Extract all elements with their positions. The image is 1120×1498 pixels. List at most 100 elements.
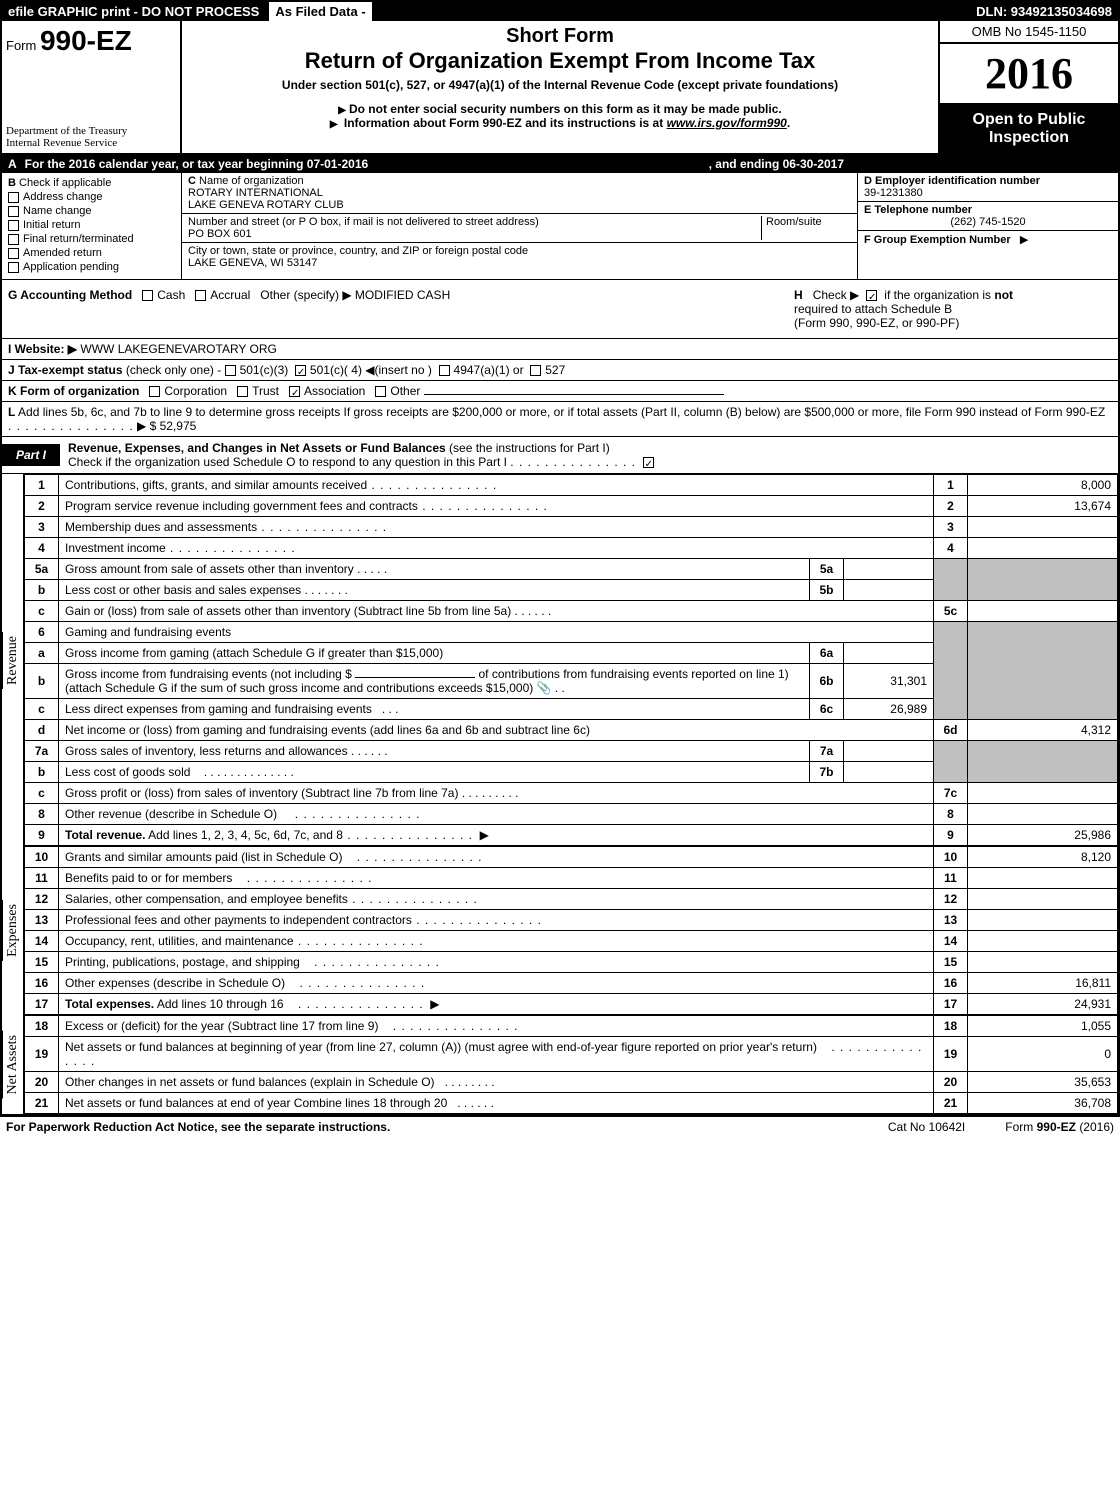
vlabel-expenses-cell: Expenses — [2, 846, 24, 1015]
addr-value: PO BOX 601 — [188, 228, 252, 240]
l5a-subnum: 5a — [810, 559, 844, 580]
cb-part-i-schedule-o[interactable] — [643, 457, 654, 468]
ein-value: 39-1231380 — [864, 187, 923, 199]
l16-col: 16 — [934, 973, 968, 994]
l20-val: 35,653 — [968, 1072, 1118, 1093]
cb-4947[interactable] — [439, 365, 450, 376]
dln-label: DLN: 93492135034698 — [970, 2, 1118, 21]
l2-col: 2 — [934, 496, 968, 517]
l12-val — [968, 889, 1118, 910]
l19-text: Net assets or fund balances at beginning… — [65, 1040, 817, 1054]
l9-bold: Total revenue. — [65, 828, 145, 842]
cb-final-return[interactable]: Final return/terminated — [8, 233, 175, 245]
l20-col: 20 — [934, 1072, 968, 1093]
l6c-desc: Less direct expenses from gaming and fun… — [59, 699, 810, 720]
l8-col: 8 — [934, 804, 968, 825]
l6b-subval: 31,301 — [844, 664, 934, 699]
dots-icon — [294, 934, 424, 948]
as-filed-label: As Filed Data - — [269, 2, 371, 21]
h-check-label: Check ▶ — [813, 288, 860, 302]
cb-application-pending[interactable]: Application pending — [8, 261, 175, 273]
l17-col: 17 — [934, 994, 968, 1015]
cb-assoc[interactable] — [289, 386, 300, 397]
line-3: 3Membership dues and assessments3 — [25, 517, 1118, 538]
form-number: Form 990-EZ — [6, 25, 176, 57]
net-assets-section: Net Assets 18Excess or (deficit) for the… — [2, 1015, 1118, 1114]
dots-icon — [343, 828, 473, 842]
l14-val — [968, 931, 1118, 952]
row-g: G Accounting Method Cash Accrual Other (… — [2, 280, 788, 338]
other-label: Other (specify) ▶ — [260, 288, 351, 302]
k-other-line — [424, 394, 724, 395]
cb-accrual[interactable] — [195, 290, 206, 301]
row-a-ending: , and ending 06-30-2017 — [709, 157, 844, 171]
l5a-subval — [844, 559, 934, 580]
line-6: 6Gaming and fundraising events — [25, 622, 1118, 643]
l6b-text1: Gross income from fundraising events (no… — [65, 667, 352, 681]
line-5c: cGain or (loss) from sale of assets othe… — [25, 601, 1118, 622]
row-a-letter: A — [8, 157, 17, 171]
j-4947: 4947(a)(1) or — [454, 363, 524, 377]
cb-trust[interactable] — [237, 386, 248, 397]
col-b: B Check if applicable Address change Nam… — [2, 173, 182, 279]
l7c-val — [968, 783, 1118, 804]
org-name-1: ROTARY INTERNATIONAL — [188, 187, 323, 199]
l3-val — [968, 517, 1118, 538]
h-text1: if the organization is — [884, 288, 991, 302]
top-bar: efile GRAPHIC print - DO NOT PROCESS As … — [2, 2, 1118, 21]
l7a-num: 7a — [25, 741, 59, 762]
header-right: OMB No 1545-1150 2016 Open to Public Ins… — [938, 21, 1118, 153]
line-17: 17Total expenses. Add lines 10 through 1… — [25, 994, 1118, 1015]
col-c-city: City or town, state or province, country… — [182, 243, 857, 271]
line-14: 14Occupancy, rent, utilities, and mainte… — [25, 931, 1118, 952]
l16-desc: Other expenses (describe in Schedule O) — [59, 973, 934, 994]
line-13: 13Professional fees and other payments t… — [25, 910, 1118, 931]
l9-val: 25,986 — [968, 825, 1118, 846]
l9-desc: Total revenue. Add lines 1, 2, 3, 4, 5c,… — [59, 825, 934, 846]
l5ab-greycol — [934, 559, 968, 601]
org-name-2: LAKE GENEVA ROTARY CLUB — [188, 199, 344, 211]
col-f-label: F Group Exemption Number — [864, 234, 1011, 246]
l5c-desc: Gain or (loss) from sale of assets other… — [59, 601, 934, 622]
cb-501c3[interactable] — [225, 365, 236, 376]
l5ab-greyval — [968, 559, 1118, 601]
cb-h-check[interactable] — [866, 290, 877, 301]
l7ab-greyval — [968, 741, 1118, 783]
l14-desc: Occupancy, rent, utilities, and maintena… — [59, 931, 934, 952]
vlabel-revenue: Revenue — [2, 632, 23, 689]
vlabel-revenue-cell: Revenue — [2, 474, 24, 846]
footer-right-post: (2016) — [1079, 1120, 1114, 1134]
l5c-col: 5c — [934, 601, 968, 622]
cb-cash[interactable] — [142, 290, 153, 301]
l7b-subnum: 7b — [810, 762, 844, 783]
l13-num: 13 — [25, 910, 59, 931]
open-line1: Open to Public — [944, 111, 1114, 129]
cb-amended-return[interactable]: Amended return — [8, 247, 175, 259]
line-2: 2Program service revenue including gover… — [25, 496, 1118, 517]
l14-text: Occupancy, rent, utilities, and maintena… — [65, 934, 294, 948]
dept-irs: Internal Revenue Service — [6, 137, 176, 149]
cb-name-change[interactable]: Name change — [8, 205, 175, 217]
cb-address-change[interactable]: Address change — [8, 191, 175, 203]
addr-block: Number and street (or P O box, if mail i… — [188, 216, 761, 240]
cb-initial-return[interactable]: Initial return — [8, 219, 175, 231]
col-b-letter: B — [8, 177, 16, 189]
col-d: D Employer identification number 39-1231… — [858, 173, 1118, 202]
row-j: J Tax-exempt status (check only one) - 5… — [2, 360, 1118, 381]
l19-val: 0 — [968, 1037, 1118, 1072]
l19-desc: Net assets or fund balances at beginning… — [59, 1037, 934, 1072]
city-value: LAKE GENEVA, WI 53147 — [188, 257, 317, 269]
cb-initial-return-label: Initial return — [23, 219, 80, 231]
net-assets-table: 18Excess or (deficit) for the year (Subt… — [24, 1015, 1118, 1114]
l1-num: 1 — [25, 475, 59, 496]
cb-527[interactable] — [530, 365, 541, 376]
cb-501c[interactable] — [295, 365, 306, 376]
row-a-pad — [852, 157, 1112, 171]
cb-corp[interactable] — [149, 386, 160, 397]
dots-icon — [290, 807, 420, 821]
vlabel-netassets-cell: Net Assets — [2, 1015, 24, 1114]
l19-num: 19 — [25, 1037, 59, 1072]
cb-other[interactable] — [375, 386, 386, 397]
info-link[interactable]: www.irs.gov/form990 — [667, 116, 787, 130]
j-527: 527 — [545, 363, 565, 377]
